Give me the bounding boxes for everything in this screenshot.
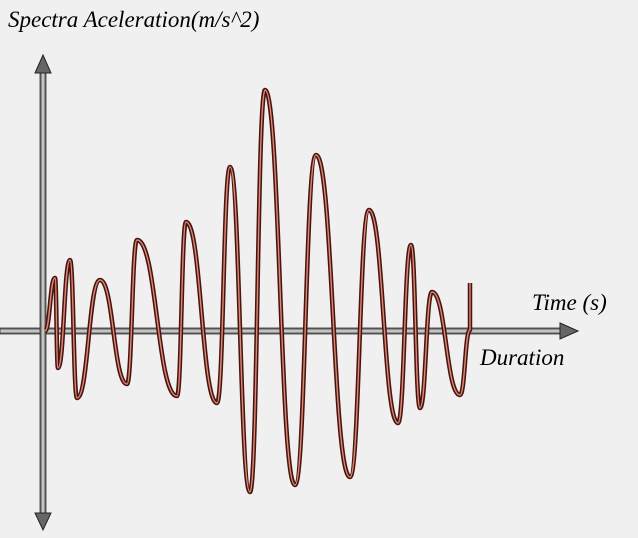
y-axis [39,69,47,517]
waveform [42,87,473,495]
x-axis-label: Time (s) [532,290,607,315]
x-axis-arrow [559,322,580,340]
y-axis-arrow-top [34,53,52,74]
y-axis-arrow-bottom [34,512,52,532]
wave-highlight [44,89,471,493]
duration-label: Duration [479,345,564,370]
title: Spectra Aceleration(m/s^2) [8,7,259,32]
